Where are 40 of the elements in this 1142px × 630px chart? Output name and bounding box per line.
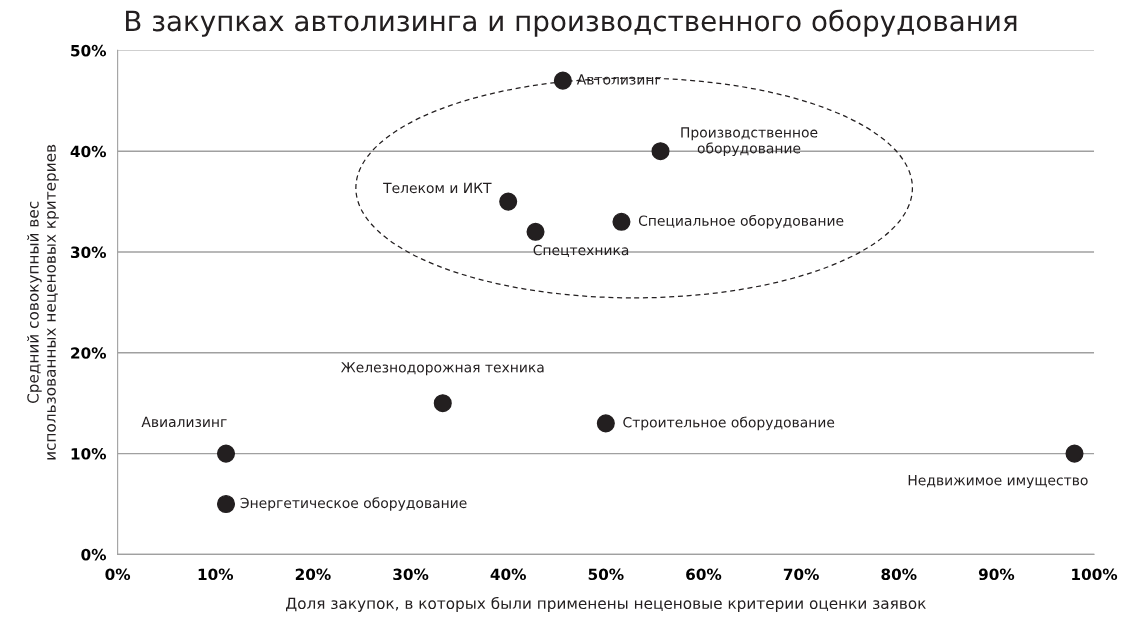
x-tick-label: 40%: [490, 568, 526, 581]
x-tick-label: 90%: [978, 568, 1015, 581]
point: [499, 192, 518, 211]
point: [612, 212, 631, 231]
annotation: Телеком и ИКТ: [383, 182, 492, 194]
x-tick-label: 70%: [783, 568, 819, 581]
point: [1065, 444, 1084, 463]
chart-title: В закупках автолизинга и производственного оборудования: [126, 9, 1017, 37]
annotation: Энергетическое оборудование: [240, 497, 467, 511]
annotation: Автолизинг: [576, 74, 662, 85]
x-tick-label: 80%: [881, 568, 917, 581]
x-tick-label: 30%: [393, 568, 429, 581]
point: [553, 71, 572, 90]
x-tick-label: 100%: [1072, 568, 1118, 581]
x-tick-label: 0%: [105, 568, 131, 581]
y-tick-label: 50%: [71, 44, 107, 57]
point: [526, 222, 545, 241]
annotation: Строительное оборудование: [623, 416, 835, 431]
y-tick-label: 10%: [71, 448, 107, 460]
annotation: Специальное оборудование: [638, 214, 844, 229]
x-tick-label: 50%: [588, 568, 624, 581]
annotation: Авиализинг: [141, 416, 227, 428]
point: [216, 494, 236, 514]
x-tick-label: 20%: [295, 568, 331, 581]
y-tick-label: 20%: [71, 347, 107, 359]
annotation: Недвижимое имущество: [908, 475, 1088, 489]
point: [216, 444, 236, 463]
x-tick-label: 60%: [686, 568, 722, 581]
point: [651, 142, 670, 161]
y-tick-label: 30%: [70, 246, 107, 259]
annotation: Производственное оборудование: [681, 127, 818, 157]
point: [433, 394, 452, 413]
x-tick-label: 10%: [198, 568, 234, 581]
point: [596, 414, 615, 433]
annotation: Железнодорожная техника: [341, 362, 544, 376]
y-tick-label: 0%: [81, 548, 107, 561]
y-axis-title: Средний совокупный вес использованных неценовых критериев: [27, 144, 59, 460]
x-axis-title: Доля закупок, в которых были применены неценовые критерии оценки заявок: [286, 596, 926, 613]
annotation: Спецтехника: [533, 244, 629, 258]
y-tick-label: 40%: [70, 145, 107, 158]
